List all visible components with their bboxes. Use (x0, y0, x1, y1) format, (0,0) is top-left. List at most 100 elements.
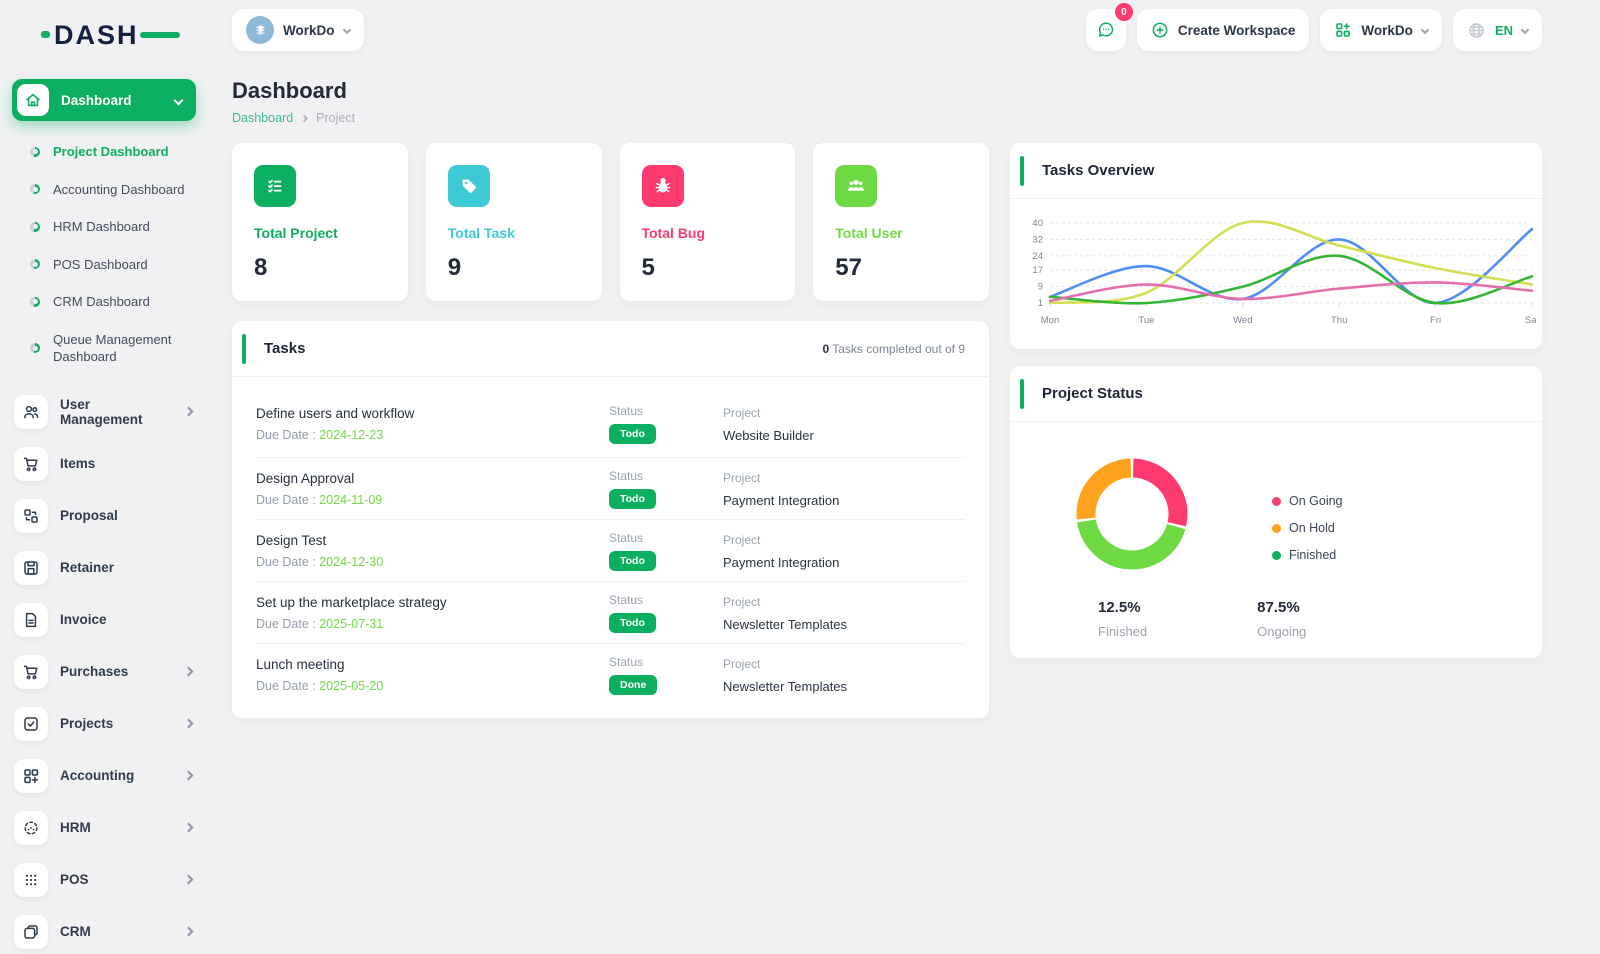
create-workspace-label: Create Workspace (1177, 22, 1296, 38)
donut-segment-on-going[interactable] (1132, 458, 1188, 527)
stat-label: Total Task (447, 225, 515, 241)
task-project-cell: Project Newsletter Templates (723, 595, 965, 632)
stat-value: 9 (447, 254, 462, 281)
project-heading: Project (723, 405, 761, 420)
workdo-apps-menu[interactable]: WorkDo (1320, 9, 1442, 51)
page-title: Dashboard (232, 78, 347, 103)
task-row[interactable]: Design Test Due Date : 2024-12-30 Status… (256, 519, 965, 581)
sidebar-item-project-dashboard[interactable]: Project Dashboard (12, 133, 208, 171)
svg-text:Wed: Wed (1233, 315, 1252, 326)
sidebar-item-crm[interactable]: CRM (12, 910, 208, 954)
submenu-label: Queue Management Dashboard (53, 331, 172, 365)
task-row[interactable]: Set up the marketplace strategy Due Date… (256, 581, 965, 643)
status-heading: Status (609, 655, 644, 669)
sidebar-item-accounting[interactable]: Accounting (12, 754, 208, 798)
create-workspace-button[interactable]: Create Workspace (1136, 9, 1310, 51)
breadcrumb-current: Project (316, 111, 356, 125)
breadcrumb-home-link[interactable]: Dashboard (232, 111, 294, 125)
sidebar-item-accounting-dashboard[interactable]: Accounting Dashboard (12, 171, 208, 209)
sidebar-item-label: HRM (60, 820, 91, 836)
status-heading: Status (609, 593, 644, 607)
project-name: Payment Integration (723, 554, 840, 570)
apps-menu-label: WorkDo (1361, 22, 1413, 38)
sidebar-item-user-management[interactable]: User Management (12, 390, 208, 434)
svg-text:Mon: Mon (1041, 315, 1059, 326)
svg-text:17: 17 (1032, 265, 1043, 276)
sidebar-item-purchases[interactable]: Purchases (12, 650, 208, 694)
sidebar-item-invoice[interactable]: Invoice (12, 598, 208, 642)
status-heading: Status (609, 531, 644, 545)
messages-badge: 0 (1114, 3, 1133, 21)
svg-text:Fri: Fri (1430, 315, 1441, 326)
chat-icon (1098, 22, 1114, 37)
sidebar-item-label: Projects (60, 716, 114, 732)
submenu-label: HRM Dashboard (53, 219, 150, 235)
project-status-donut-chart[interactable] (1070, 452, 1194, 581)
logo-dash-accent (41, 31, 50, 38)
svg-text:Sat: Sat (1525, 315, 1536, 326)
task-row[interactable]: Define users and workflow Due Date : 202… (256, 397, 965, 457)
sidebar-item-label: Items (60, 456, 96, 472)
page-header: Dashboard Dashboard Project (232, 78, 1542, 125)
sidebar-item-projects[interactable]: Projects (12, 702, 208, 746)
tasks-overview-line-chart[interactable]: 40 32 24 17 9 1 Mon Tue Wed Thu Fri Sat (1010, 199, 1542, 336)
project-heading: Project (723, 532, 761, 547)
tasks-completed-text: Tasks completed out of 9 (829, 341, 965, 356)
legend-label: Finished (1289, 548, 1337, 562)
accent-bar (242, 333, 246, 364)
donut-segment-finished[interactable] (1077, 519, 1186, 570)
task-title: Design Approval (256, 471, 355, 486)
submenu-label: CRM Dashboard (53, 294, 150, 310)
chevron-right-icon (183, 406, 194, 417)
stat-card-total-user[interactable]: Total User 57 (813, 143, 989, 301)
donut-segment-on-hold[interactable] (1076, 458, 1132, 520)
task-title: Lunch meeting (256, 657, 345, 672)
sidebar-item-dashboard[interactable]: Dashboard (12, 79, 196, 121)
task-status-cell: Status Todo (609, 531, 723, 571)
task-project-cell: Project Newsletter Templates (723, 657, 965, 694)
stat-card-total-task[interactable]: Total Task 9 (425, 143, 602, 301)
sidebar-item-hrm-dashboard[interactable]: HRM Dashboard (12, 208, 208, 246)
task-row[interactable]: Lunch meeting Due Date : 2025-05-20 Stat… (256, 643, 965, 705)
language-selector[interactable]: EN (1452, 9, 1542, 51)
legend-item-finished[interactable]: Finished (1272, 548, 1343, 562)
tasks-card: Tasks 0 Tasks completed out of 9 Define … (232, 321, 989, 718)
task-status-cell: Status Todo (609, 469, 723, 509)
save-icon (14, 550, 48, 585)
stat-card-total-project[interactable]: Total Project 8 (232, 143, 408, 301)
project-status-title: Project Status (1042, 385, 1143, 402)
messages-button[interactable]: 0 (1085, 3, 1133, 51)
workspace-switcher[interactable]: WorkDo (232, 9, 364, 51)
submenu-label: POS Dashboard (53, 256, 148, 272)
project-name: Website Builder (723, 427, 814, 443)
sidebar-item-queue-management-dashboard[interactable]: Queue Management Dashboard (12, 321, 208, 376)
sidebar-item-retainer[interactable]: Retainer (12, 546, 208, 590)
sidebar-item-pos[interactable]: POS (12, 858, 208, 902)
line-chart-svg: 40 32 24 17 9 1 Mon Tue Wed Thu Fri Sat (1032, 218, 1539, 326)
stat-label: Total User (835, 225, 903, 241)
stats-row: Total Project 8 Total Task 9 (232, 143, 989, 301)
stat-card-total-bug[interactable]: Total Bug 5 (619, 143, 796, 301)
submenu-bullet-icon (30, 184, 40, 195)
legend-item-on-going[interactable]: On Going (1272, 494, 1343, 508)
series-lime (1048, 220, 1534, 305)
project-status-card: Project Status On Going On Hold (1010, 366, 1542, 658)
task-row[interactable]: Design Approval Due Date : 2024-11-09 St… (256, 457, 965, 519)
sidebar-item-hrm[interactable]: HRM (12, 806, 208, 850)
task-project-cell: Project Payment Integration (723, 533, 965, 570)
sidebar-item-crm-dashboard[interactable]: CRM Dashboard (12, 283, 208, 321)
sidebar-item-items[interactable]: Items (12, 442, 208, 486)
legend-label: On Hold (1289, 521, 1335, 535)
task-due-date: Due Date : 2024-12-30 (256, 555, 384, 569)
sidebar-item-pos-dashboard[interactable]: POS Dashboard (12, 246, 208, 284)
dots-grid-icon (14, 862, 48, 897)
brand-logo[interactable]: DASH (41, 20, 180, 51)
task-main: Design Approval Due Date : 2024-11-09 (256, 471, 609, 507)
sidebar-item-proposal[interactable]: Proposal (12, 494, 208, 538)
svg-text:Tue: Tue (1138, 315, 1154, 326)
stat-value: 8 (254, 254, 268, 281)
svg-text:24: 24 (1032, 251, 1043, 262)
legend-item-on-hold[interactable]: On Hold (1272, 521, 1343, 535)
chevron-down-icon (1520, 25, 1530, 35)
chevron-right-icon (183, 822, 194, 833)
